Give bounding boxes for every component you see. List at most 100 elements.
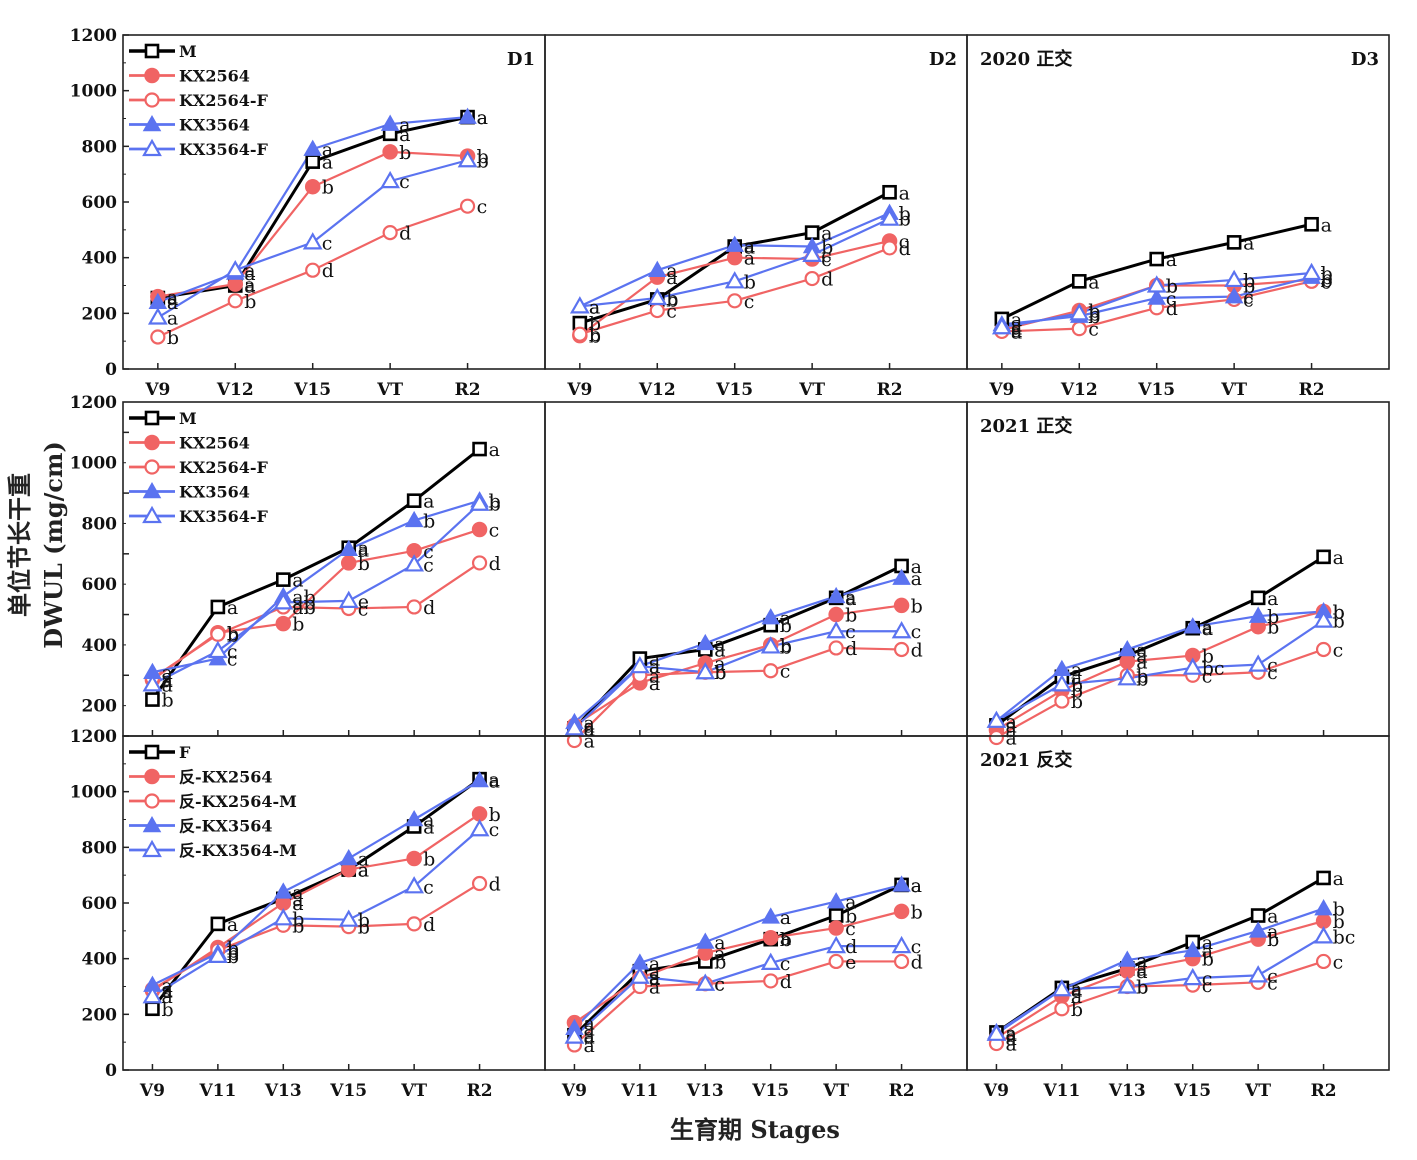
- significance-letter: b: [845, 906, 857, 928]
- point-kx3564-m: [469, 819, 490, 837]
- significance-letter: a: [244, 260, 255, 282]
- point-kx3564-m: [142, 986, 163, 1004]
- point-m: [1304, 216, 1319, 232]
- significance-letter: a: [649, 656, 660, 678]
- x-tick-label: V9: [561, 1081, 587, 1101]
- point-kx2564: [275, 615, 292, 632]
- significance-letter: b: [1071, 691, 1083, 713]
- point-kx3564: [761, 907, 781, 924]
- x-tick-label: R2: [1311, 1081, 1337, 1101]
- point-kx3564-f: [302, 232, 323, 250]
- legend-marker-kx3564-m: [142, 839, 162, 858]
- point-kx3564-f: [1051, 674, 1072, 692]
- significance-letter: c: [399, 171, 410, 193]
- x-tick-label: V12: [1060, 380, 1098, 400]
- legend-marker-kx2564-m: [144, 793, 160, 809]
- significance-letter: a: [489, 769, 500, 791]
- significance-letter: a: [161, 670, 172, 692]
- legend-entry: KX2564: [179, 67, 250, 86]
- significance-letter: b: [227, 938, 239, 960]
- point-kx3564: [404, 809, 424, 827]
- point-kx3564-f: [457, 150, 478, 168]
- point-kx3564: [826, 892, 846, 909]
- significance-letter: c: [714, 974, 725, 996]
- point-kx2564-f: [459, 198, 476, 214]
- significance-letter: a: [911, 556, 922, 578]
- significance-letter: e: [845, 951, 856, 973]
- significance-letter: a: [161, 986, 172, 1008]
- significance-letter: a: [649, 968, 660, 990]
- significance-letter: a: [899, 182, 910, 204]
- y-tick-label: 1000: [70, 454, 117, 474]
- point-kx3564: [274, 882, 293, 899]
- legend-marker-kx2564-f: [144, 92, 160, 108]
- significance-letter: a: [1005, 728, 1016, 750]
- legend-entry: KX2564-F: [179, 91, 268, 110]
- point-f: [210, 916, 226, 932]
- point-m: [406, 493, 422, 508]
- significance-letter: a: [322, 152, 333, 174]
- legend-marker-f: [144, 744, 160, 760]
- plot-frame: [544, 735, 968, 1071]
- x-tick-label: V15: [293, 380, 331, 400]
- point-kx2564-f: [881, 240, 898, 256]
- y-tick-label: 200: [82, 1005, 118, 1025]
- point-kx2564: [382, 144, 398, 160]
- significance-letter: c: [1267, 972, 1278, 994]
- y-tick-label: 400: [82, 636, 118, 656]
- significance-letter: a: [666, 267, 677, 289]
- point-kx2564: [471, 806, 488, 822]
- plot-frame: [966, 735, 1390, 1071]
- point-kx3564-f: [695, 662, 716, 680]
- significance-letter: a: [1136, 646, 1147, 668]
- significance-letter: a: [1071, 659, 1082, 681]
- series-line-kx3564-f: [151, 502, 481, 686]
- significance-letter: a: [649, 967, 660, 989]
- x-tick-label: V13: [264, 1081, 302, 1101]
- plot-frame: [966, 401, 1390, 737]
- significance-letter: c: [911, 621, 922, 643]
- significance-letter: b: [477, 146, 489, 168]
- significance-letter: d: [911, 951, 923, 973]
- significance-letter: c: [899, 231, 910, 253]
- point-kx3564: [892, 875, 911, 892]
- point-m: [1226, 235, 1242, 250]
- y-tick-label: 800: [82, 514, 118, 534]
- significance-letter: b: [244, 291, 256, 313]
- point-f: [1250, 908, 1266, 923]
- point-kx2564-m: [828, 953, 844, 970]
- point-kx2564: [304, 178, 321, 195]
- series-line-m: [151, 447, 481, 701]
- significance-letter: a: [292, 882, 303, 904]
- y-tick-label: 1200: [70, 727, 117, 747]
- point-m: [210, 599, 226, 615]
- point-m: [275, 572, 291, 587]
- point-m: [145, 692, 160, 707]
- x-tick-label: V9: [139, 1081, 165, 1101]
- point-kx3564-m: [338, 909, 359, 927]
- significance-letter: a: [1136, 639, 1147, 661]
- panel-title: D1: [507, 49, 535, 70]
- significance-letter: a: [649, 977, 660, 999]
- significance-letter: a: [714, 633, 725, 655]
- point-kx3564: [826, 586, 846, 604]
- significance-letter: a: [1005, 711, 1016, 733]
- significance-letter: b: [714, 662, 726, 684]
- y-tick-label: 400: [82, 249, 118, 269]
- point-kx3564-f: [569, 296, 590, 314]
- significance-letter: b: [1166, 276, 1178, 298]
- significance-letter: a: [1011, 321, 1022, 343]
- point-kx3564-m: [891, 935, 912, 954]
- significance-letter: b: [358, 917, 370, 939]
- point-kx3564: [647, 260, 667, 277]
- significance-letter: e: [358, 591, 369, 613]
- point-kx3564-f: [1182, 657, 1203, 675]
- significance-letter: b: [161, 690, 173, 712]
- significance-letter: b: [227, 624, 239, 646]
- series-line-kx3564: [995, 610, 1324, 722]
- point-kx2564: [893, 597, 910, 614]
- legend-marker-kx3564: [142, 114, 162, 132]
